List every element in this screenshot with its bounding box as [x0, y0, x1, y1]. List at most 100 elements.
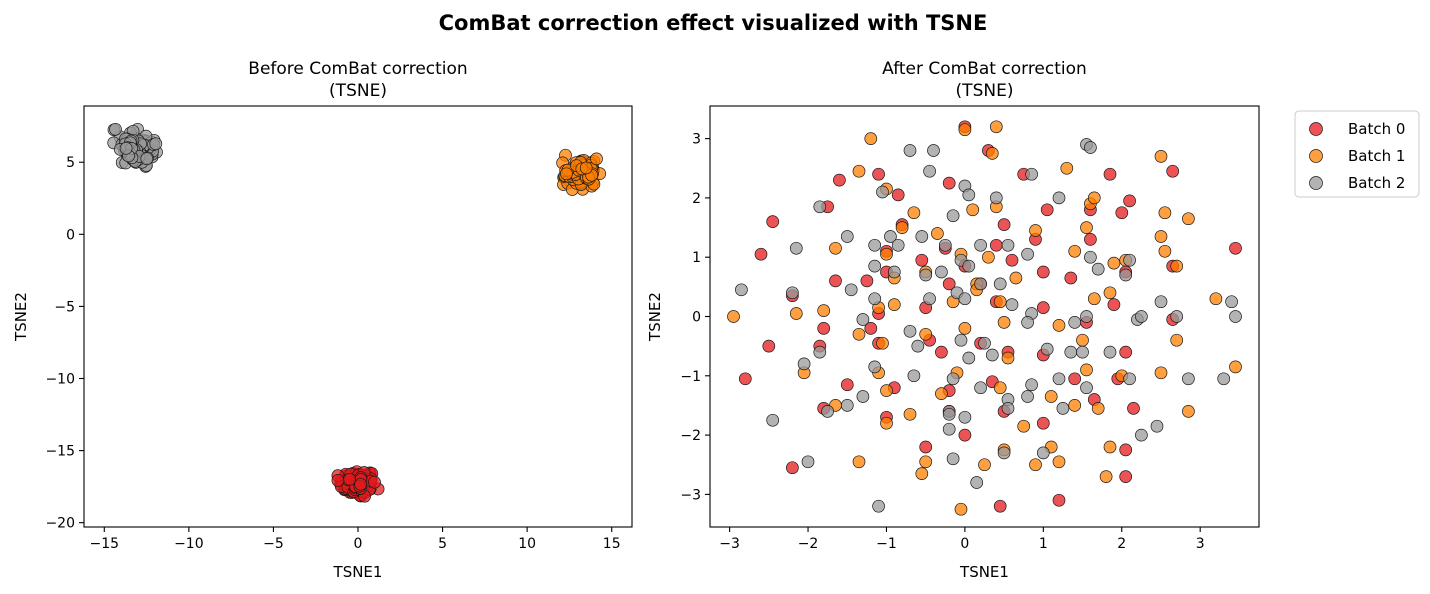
left-xtick-label-3: 0	[354, 536, 363, 552]
right-point-0-12	[766, 215, 780, 228]
right-point-2-19	[840, 230, 854, 243]
right-point-0-73	[1119, 470, 1133, 483]
right-point-0-70	[958, 428, 972, 442]
right-point-0-60	[1068, 372, 1082, 386]
right-point-2-62	[797, 357, 811, 371]
right-point-2-20	[868, 238, 882, 252]
right-point-0-31	[860, 274, 874, 288]
right-point-0-51	[935, 345, 948, 359]
right-point-1-78	[954, 502, 968, 516]
right-point-2-83	[1056, 402, 1070, 415]
right-point-2-16	[974, 238, 987, 252]
left-xtick-label-0: −15	[90, 536, 120, 552]
right-point-0-8	[891, 188, 905, 202]
right-point-2-61	[1103, 345, 1117, 359]
right-point-1-20	[1154, 230, 1168, 243]
right-point-0-22	[754, 247, 768, 261]
right-title-line-2: (TSNE)	[956, 81, 1014, 101]
right-point-1-27	[1158, 244, 1172, 258]
right-ytick-label-5: 2	[692, 191, 701, 207]
right-point-1-60	[993, 381, 1007, 395]
right-point-1-3	[864, 132, 878, 145]
right-point-1-81	[1170, 333, 1184, 347]
left-ylabel: TSNE2	[12, 292, 30, 342]
right-point-2-17	[1001, 238, 1015, 252]
right-point-2-76	[1080, 381, 1093, 395]
right-point-2-0	[903, 144, 917, 157]
left-title-line-1: Before ComBat correction	[248, 59, 467, 79]
left-point-1-98	[579, 161, 593, 175]
right-point-0-30	[829, 274, 842, 288]
right-point-1-34	[789, 307, 803, 320]
left-point-1-99	[560, 167, 573, 181]
left-point-0-97	[331, 474, 345, 487]
right-point-2-14	[915, 230, 929, 243]
left-ytick-label-5: 5	[66, 155, 75, 171]
left-points	[107, 122, 607, 503]
right-point-0-41	[1107, 298, 1121, 311]
right-point-2-30	[935, 265, 948, 279]
right-point-2-84	[1135, 428, 1148, 442]
right-point-2-25	[1084, 250, 1097, 264]
right-point-0-29	[1229, 241, 1242, 255]
right-point-2-46	[1225, 295, 1238, 309]
right-point-0-75	[1052, 493, 1066, 507]
right-point-1-25	[1107, 256, 1121, 270]
legend-label-2: Batch 2	[1348, 174, 1405, 192]
right-point-0-32	[942, 277, 956, 291]
right-point-2-63	[856, 390, 870, 403]
right-point-0-21	[1084, 233, 1097, 246]
right-series-1	[727, 120, 1242, 516]
right-point-2-60	[1064, 345, 1078, 359]
right-point-1-13	[1158, 206, 1172, 220]
right-point-1-69	[1103, 440, 1117, 454]
right-point-1-40	[1103, 286, 1117, 300]
right-point-1-56	[1229, 360, 1242, 374]
right-point-2-9	[1084, 141, 1097, 154]
legend-box	[1294, 110, 1420, 198]
right-point-1-8	[907, 206, 921, 220]
right-point-0-4	[872, 167, 885, 181]
right-point-1-36	[887, 298, 901, 311]
right-xlabel: TSNE1	[959, 563, 1009, 581]
left-ytick-label-3: −5	[54, 299, 75, 315]
right-point-2-65	[946, 372, 960, 386]
right-point-2-53	[1135, 310, 1148, 323]
right-point-2-27	[868, 259, 882, 273]
left-xtick-label-5: 10	[518, 536, 536, 552]
left-xlabel: TSNE1	[333, 563, 383, 581]
right-point-0-14	[997, 218, 1011, 231]
right-point-2-23	[962, 259, 976, 273]
right-point-2-10	[813, 200, 827, 214]
right-point-1-80	[727, 310, 740, 323]
right-point-0-15	[1040, 203, 1054, 217]
right-point-2-55	[813, 345, 827, 359]
right-point-1-66	[903, 407, 917, 421]
right-point-2-85	[801, 455, 815, 469]
right-point-2-4	[962, 188, 976, 202]
right-point-1-23	[982, 250, 995, 264]
right-point-2-5	[989, 191, 1003, 205]
right-point-2-41	[1005, 298, 1019, 311]
right-point-0-69	[919, 440, 933, 454]
right-point-2-18	[789, 241, 803, 255]
left-point-2-99	[119, 141, 133, 155]
right-point-1-74	[1052, 455, 1066, 469]
right-point-2-75	[1021, 390, 1034, 403]
legend-label-0: Batch 0	[1348, 120, 1405, 138]
right-point-2-77	[1150, 419, 1164, 433]
right-point-2-69	[1076, 345, 1089, 359]
right-point-0-71	[1036, 416, 1050, 430]
right-point-1-39	[993, 295, 1007, 309]
right-point-2-24	[1021, 247, 1034, 261]
left-point-0-98	[343, 472, 357, 486]
right-point-2-36	[844, 283, 858, 297]
right-point-1-58	[880, 384, 893, 397]
right-point-1-31	[1087, 292, 1101, 306]
right-ytick-label-4: 1	[692, 250, 701, 266]
figure-title: ComBat correction effect visualized with…	[439, 11, 988, 35]
right-point-2-45	[1154, 295, 1168, 309]
right-point-0-74	[993, 499, 1007, 513]
right-point-1-71	[852, 455, 866, 469]
left-series-2	[107, 122, 163, 173]
